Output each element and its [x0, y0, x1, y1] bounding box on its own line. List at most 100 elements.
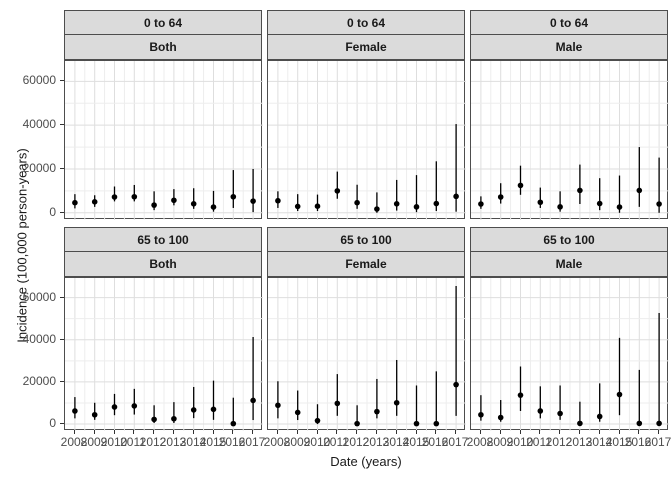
x-axis-tick-label: 2014: [585, 435, 613, 449]
pointrange-2017: [250, 337, 256, 421]
x-axis-tick-mark: [416, 430, 417, 434]
x-axis-tick-label: 2013: [565, 435, 593, 449]
x-axis-tick-label: 2015: [199, 435, 227, 449]
pointrange-2010: [111, 393, 118, 416]
panel-plot-area: [65, 61, 263, 220]
pointrange-2008: [478, 196, 484, 209]
pointrange-2008: [478, 395, 484, 421]
point-estimate: [616, 204, 623, 210]
point-estimate: [577, 187, 583, 194]
y-axis-tick-mark: [60, 124, 64, 125]
x-axis-tick-label: 2016: [421, 435, 449, 449]
point-estimate: [210, 406, 217, 413]
point-estimate: [334, 188, 341, 194]
point-estimate: [656, 201, 662, 207]
x-axis-tick-mark: [480, 430, 481, 434]
point-estimate: [91, 199, 98, 205]
pointrange-2016: [230, 170, 237, 208]
x-axis-tick-label: 2011: [120, 435, 146, 449]
pointrange-2015: [616, 175, 623, 213]
pointrange-2011: [537, 386, 544, 419]
point-estimate: [72, 408, 78, 414]
point-estimate: [517, 182, 524, 189]
point-estimate: [151, 416, 157, 423]
pointrange-2010: [314, 404, 321, 425]
facet-strip-sex: Both: [64, 252, 262, 277]
point-estimate: [354, 420, 360, 427]
x-axis-tick-mark: [619, 430, 620, 434]
point-estimate: [656, 420, 662, 427]
x-axis-tick-label: 2013: [159, 435, 187, 449]
x-axis-tick-mark: [356, 430, 357, 434]
pointrange-2017: [453, 124, 459, 212]
pointrange-2009: [497, 400, 504, 422]
pointrange-2009: [294, 194, 301, 212]
point-estimate: [250, 397, 256, 404]
x-axis-tick-label: 2014: [179, 435, 207, 449]
x-axis-tick-mark: [277, 430, 278, 434]
pointrange-2008: [72, 397, 78, 419]
x-axis-title: Date (years): [330, 454, 402, 469]
pointrange-2012: [354, 405, 360, 427]
pointrange-2015: [210, 190, 217, 212]
point-estimate: [250, 198, 256, 204]
y-axis-tick-label: 0: [49, 205, 56, 219]
x-axis-tick-label: 2017: [441, 435, 469, 449]
y-axis-tick-mark: [60, 212, 64, 213]
point-estimate: [636, 187, 643, 194]
facet-strip-sex: Female: [267, 35, 465, 60]
y-axis-tick-label: 60000: [22, 73, 56, 87]
facet-panel: [470, 277, 669, 431]
point-estimate: [131, 403, 138, 409]
point-estimate: [374, 408, 380, 415]
x-axis-tick-label: 2010: [506, 435, 534, 449]
x-axis-tick-mark: [435, 430, 436, 434]
pointrange-2014: [190, 386, 197, 419]
x-axis-tick-label: 2011: [526, 435, 552, 449]
pointrange-2008: [275, 381, 281, 419]
pointrange-2013: [374, 192, 380, 213]
point-estimate: [596, 200, 603, 207]
x-axis-tick-mark: [94, 430, 95, 434]
pointrange-2012: [151, 405, 157, 423]
point-estimate: [111, 194, 118, 200]
point-estimate: [537, 408, 544, 414]
point-estimate: [453, 381, 459, 388]
x-axis-tick-label: 2009: [283, 435, 311, 449]
pointrange-2016: [230, 397, 237, 427]
point-estimate: [374, 206, 380, 212]
pointrange-2015: [413, 385, 420, 427]
pointrange-2017: [250, 168, 256, 213]
x-axis-tick-label: 2012: [545, 435, 573, 449]
pointrange-2016: [433, 161, 440, 212]
pointrange-2017: [656, 312, 662, 427]
x-axis-tick-label: 2011: [323, 435, 349, 449]
point-estimate: [171, 197, 177, 204]
x-axis-tick-mark: [520, 430, 521, 434]
point-estimate: [413, 420, 420, 427]
point-estimate: [354, 199, 360, 206]
pointrange-2013: [374, 378, 380, 419]
facet-strip-sex: Male: [470, 35, 668, 60]
x-axis-tick-mark: [599, 430, 600, 434]
pointrange-2017: [453, 286, 459, 416]
facet-panel: [64, 60, 263, 220]
y-axis-tick-mark: [60, 381, 64, 382]
x-axis-tick-label: 2008: [263, 435, 291, 449]
y-axis-tick-label: 20000: [22, 161, 56, 175]
facet-panel: [267, 60, 466, 220]
x-axis-tick-label: 2017: [644, 435, 672, 449]
pointrange-2014: [596, 383, 603, 422]
x-axis-tick-mark: [638, 430, 639, 434]
pointrange-2012: [557, 191, 563, 212]
point-estimate: [190, 200, 197, 207]
x-axis-tick-mark: [396, 430, 397, 434]
pointrange-2010: [517, 366, 524, 411]
point-estimate: [577, 420, 583, 427]
pointrange-2011: [131, 388, 138, 415]
x-axis-tick-mark: [114, 430, 115, 434]
pointrange-2015: [616, 337, 623, 416]
pointrange-2014: [190, 188, 197, 209]
x-axis-tick-label: 2016: [218, 435, 246, 449]
facet-panel: [470, 60, 669, 220]
